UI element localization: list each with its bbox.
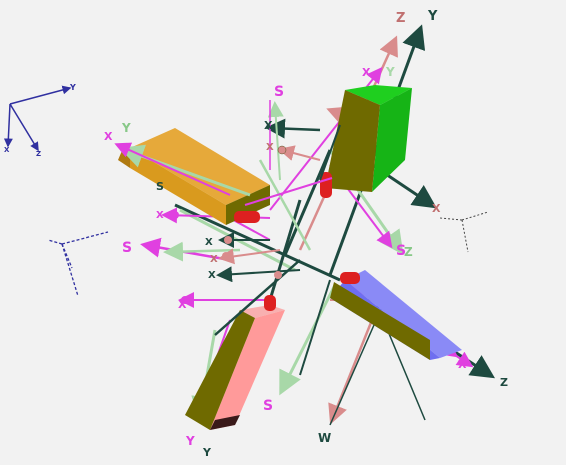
svg-text:Y: Y xyxy=(427,9,438,24)
svg-text:Y: Y xyxy=(385,65,395,79)
svg-text:S: S xyxy=(263,398,273,414)
svg-text:S: S xyxy=(396,243,406,259)
svg-text:Z: Z xyxy=(396,11,405,26)
svg-text:Y: Y xyxy=(202,446,212,459)
svg-text:X: X xyxy=(208,270,216,281)
svg-text:X: X xyxy=(432,202,441,215)
svg-text:X: X xyxy=(266,142,274,153)
axis-triad-right xyxy=(439,211,489,253)
pink-box[interactable] xyxy=(185,305,285,430)
axis-label-z: Z xyxy=(36,150,41,158)
vector-field xyxy=(140,24,496,426)
axis-label-x: X xyxy=(4,146,10,154)
svg-text:W: W xyxy=(318,431,331,445)
svg-text:S: S xyxy=(156,180,164,193)
svg-text:Z: Z xyxy=(404,245,413,259)
blue-box[interactable] xyxy=(330,270,462,360)
svg-text:X: X xyxy=(264,119,273,132)
svg-text:X: X xyxy=(104,130,113,143)
axis-triad-top-left: Y X Z xyxy=(3,83,76,158)
svg-text:Z: Z xyxy=(500,376,508,389)
svg-text:X: X xyxy=(205,237,213,248)
svg-text:X: X xyxy=(210,254,218,265)
svg-text:S: S xyxy=(274,84,284,100)
svg-text:X: X xyxy=(156,210,164,221)
svg-text:Y: Y xyxy=(121,121,131,135)
joint-cylinders xyxy=(234,172,360,311)
orange-box[interactable] xyxy=(118,128,270,225)
axis-triad-left xyxy=(47,231,109,297)
green-box[interactable] xyxy=(325,85,412,192)
sphere-icons xyxy=(171,145,287,304)
svg-text:Y: Y xyxy=(185,434,195,448)
axis-label-y: Y xyxy=(69,83,76,92)
foreground-vectors xyxy=(114,124,341,336)
svg-text:X: X xyxy=(362,66,371,79)
svg-text:X: X xyxy=(178,298,187,311)
arrow-tip-labels: Z Y S Y X S S S Z S W Y Y Z X X X X X X … xyxy=(104,9,508,459)
svg-text:S: S xyxy=(122,240,132,256)
svg-text:X: X xyxy=(458,358,467,371)
